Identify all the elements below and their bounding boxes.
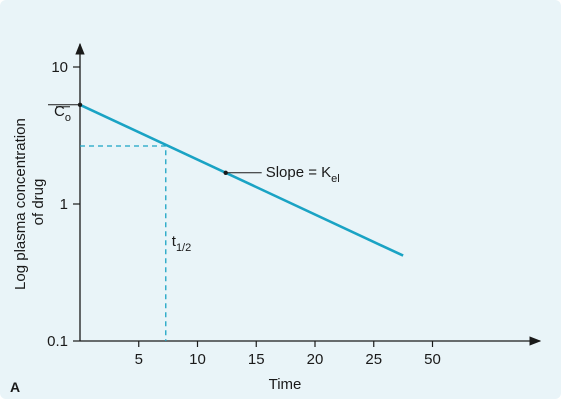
slope-label: Slope = Kel [266,164,340,185]
x-ticks: 5 10 15 20 25 50 [135,341,441,368]
x-tick-label: 25 [365,351,382,368]
x-tick-label: 50 [424,351,441,368]
half-life-guide [80,145,167,341]
x-tick-label: 10 [189,351,206,368]
y-tick-label: 10 [51,59,68,76]
y-ticks: 10 1 0.1 [47,59,80,350]
y-tick-label: 0.1 [47,333,68,350]
x-tick-label: 5 [135,351,143,368]
half-life-label: t1/2 [172,233,191,254]
c0-point [77,102,83,107]
c0-label: Co [54,103,71,124]
y-axis-title: Log plasma concentration of drug [12,114,47,290]
x-tick-label: 15 [248,351,265,368]
y-tick-label: 1 [60,196,68,213]
x-tick-label: 20 [307,351,324,368]
series-line [79,103,404,257]
y-axis-title-line-2: of drug [30,179,47,226]
x-axis-title: Time [269,376,302,393]
panel-letter: A [10,379,20,395]
y-axis-title-line-1: Log plasma concentration [12,118,29,290]
